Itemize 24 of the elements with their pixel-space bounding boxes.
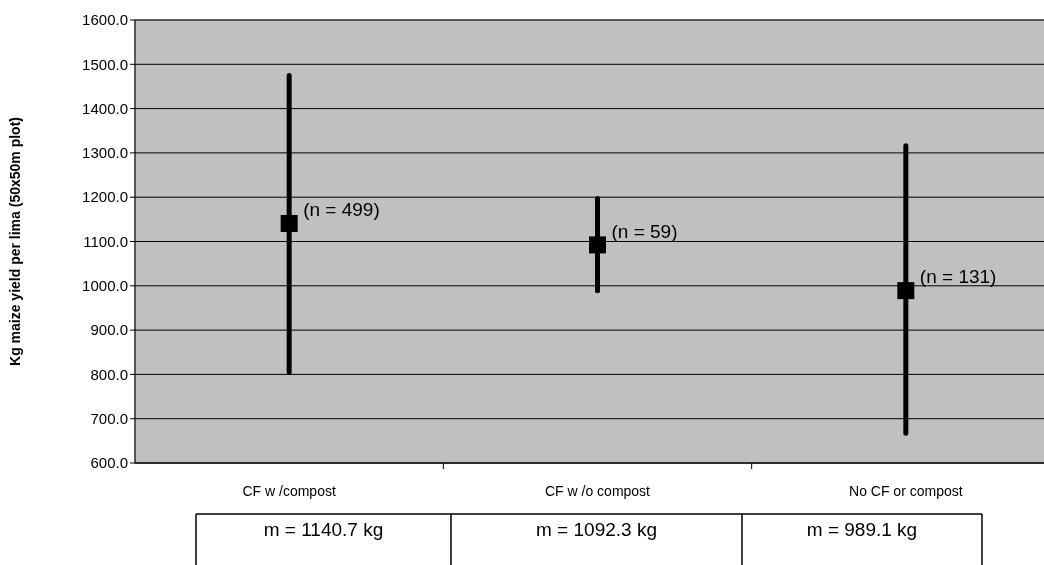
y-tick-label: 1200.0 [82, 188, 128, 206]
data-label: m = 1140.7 kg [263, 519, 384, 540]
x-tick-label: CF w /compost [242, 483, 336, 499]
point [897, 282, 915, 300]
annotation: (n = 59) [611, 220, 678, 242]
point [280, 214, 298, 232]
y-tick-label: 900.0 [90, 321, 128, 339]
y-tick-label: 700.0 [90, 409, 128, 427]
annotation: (n = 131) [919, 266, 997, 288]
y-tick-label: 1300.0 [82, 144, 128, 162]
y-tick-label: 1600.0 [82, 11, 128, 29]
data-label: m = 989.1 kg [806, 519, 918, 540]
data-label: m = 1092.3 kg [536, 519, 657, 540]
annotation: (n = 499) [303, 199, 380, 221]
y-tick-label: 800.0 [90, 365, 128, 383]
x-tick-label: No CF or compost [849, 483, 963, 499]
point [589, 236, 606, 254]
x-tick-label: CF w /o compost [544, 483, 651, 499]
y-tick-label: 600.0 [90, 454, 128, 472]
y-tick-label: 1400.0 [82, 99, 128, 117]
y-tick-label: 1000.0 [82, 277, 128, 295]
y-tick-label: 1100.0 [83, 232, 128, 250]
y-tick-label: 1500.0 [82, 55, 128, 73]
y-axis-title: Kg maize yield per lima (50x50m plot) [7, 117, 23, 366]
